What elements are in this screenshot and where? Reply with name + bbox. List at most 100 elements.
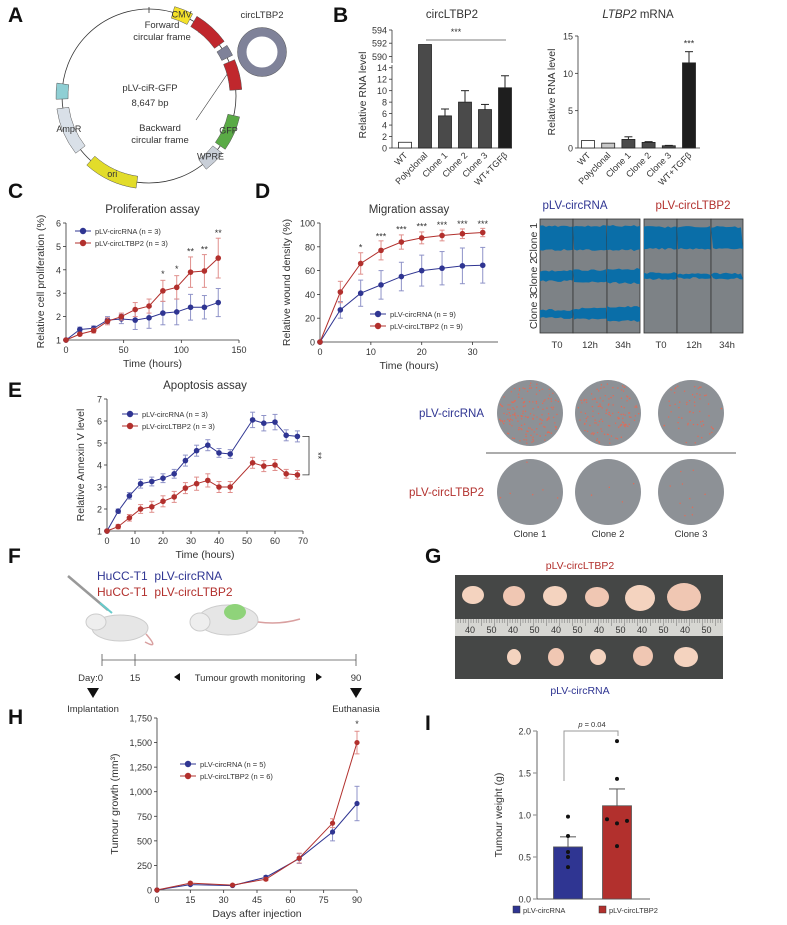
annexin-positive-cell: [532, 493, 534, 496]
wound-cell-band: [607, 225, 640, 251]
annexin-positive-cell: [599, 397, 601, 399]
annexin-positive-cell: [499, 420, 502, 422]
annexin-positive-cell: [596, 401, 598, 403]
annexin-positive-cell: [600, 384, 603, 386]
y-tick-label: 14: [377, 63, 387, 73]
annexin-positive-cell: [670, 411, 672, 413]
y-tick-label: 1: [97, 527, 102, 537]
y-tick-label: 500: [137, 836, 152, 846]
x-tick-label: 10: [366, 347, 376, 357]
y-tick-label: 250: [137, 861, 152, 871]
data-point: [229, 882, 236, 888]
annexin-positive-cell: [626, 400, 628, 402]
y-tick-label: 592: [372, 39, 387, 49]
annexin-positive-cell: [612, 412, 614, 415]
migration-group-label-circltbp2: pLV-circLTBP2: [656, 200, 731, 212]
annexin-positive-cell: [620, 436, 623, 438]
annexin-positive-cell: [550, 400, 553, 402]
well-row-label-circrna: pLV-circRNA: [419, 408, 484, 420]
annexin-positive-cell: [526, 430, 528, 432]
y-axis-label: Tumour weight (g): [493, 773, 505, 858]
y-axis-label: Relative wound density (%): [281, 219, 293, 346]
annexin-positive-cell: [696, 393, 698, 395]
data-point: [566, 865, 570, 870]
y-tick-label: 5: [568, 106, 573, 116]
data-point: [283, 471, 290, 477]
annexin-positive-cell: [693, 401, 696, 403]
annexin-positive-cell: [701, 425, 703, 427]
annexin-positive-cell: [521, 397, 523, 400]
annexin-positive-cell: [548, 388, 550, 390]
wound-cell-band: [573, 269, 607, 283]
bar: [478, 109, 492, 149]
panel-letter-g: G: [425, 545, 441, 568]
promoter-feature: [55, 82, 70, 100]
annexin-positive-cell: [606, 408, 608, 411]
data-point: [459, 263, 466, 269]
data-point: [439, 265, 445, 272]
annexin-positive-cell: [513, 400, 515, 403]
culture-well: [575, 380, 641, 446]
annexin-positive-cell: [550, 432, 553, 434]
annexin-positive-cell: [596, 438, 598, 440]
y-tick-label: 3: [97, 483, 102, 493]
annexin-positive-cell: [592, 398, 594, 401]
annexin-positive-cell: [512, 407, 514, 409]
mouse-head: [189, 612, 211, 632]
significance-marker: *: [359, 242, 363, 252]
annexin-positive-cell: [632, 482, 635, 485]
wpre-feature-label: WPRE: [197, 152, 224, 162]
b2-title: LTBP2 mRNA: [602, 9, 674, 21]
culture-well: [497, 459, 563, 525]
annexin-positive-cell: [673, 392, 676, 394]
annexin-positive-cell: [535, 402, 538, 404]
annexin-positive-cell: [636, 406, 638, 408]
panel-letter-a: A: [8, 4, 23, 27]
syringe-needle-icon: [99, 602, 113, 614]
y-tick-label: 80: [305, 242, 315, 252]
annexin-positive-cell: [526, 461, 528, 463]
annexin-positive-cell: [507, 408, 509, 410]
culture-well: [575, 459, 641, 525]
annexin-positive-cell: [524, 405, 526, 407]
annexin-positive-cell: [538, 423, 541, 425]
annexin-positive-cell: [511, 419, 514, 421]
significance-marker: **: [187, 247, 195, 257]
annexin-positive-cell: [618, 417, 620, 420]
annexin-positive-cell: [626, 395, 628, 397]
ruler-mark: 40: [465, 625, 475, 635]
y-tick-label: 6: [97, 417, 102, 427]
bar: [682, 62, 696, 149]
annexin-positive-cell: [531, 429, 533, 431]
annexin-positive-cell: [614, 422, 617, 424]
data-point: [625, 818, 629, 823]
annexin-positive-cell: [603, 433, 606, 436]
annexin-positive-cell: [533, 431, 535, 433]
x-tick-label: 30: [219, 895, 229, 905]
y-tick-label: 1,500: [129, 738, 152, 748]
annexin-positive-cell: [529, 384, 531, 387]
annexin-positive-cell: [546, 407, 548, 409]
bar: [398, 141, 412, 149]
x-tick-label: 0: [317, 347, 322, 357]
annexin-positive-cell: [691, 506, 694, 509]
annexin-positive-cell: [532, 401, 534, 403]
annexin-positive-cell: [526, 442, 528, 444]
annexin-positive-cell: [533, 414, 535, 416]
backward-frame-label-1: Backward: [139, 123, 181, 134]
annexin-positive-cell: [520, 418, 523, 420]
mouse-head: [85, 613, 107, 631]
ruler-mark: 50: [658, 625, 668, 635]
annexin-positive-cell: [585, 417, 588, 420]
annexin-positive-cell: [608, 411, 610, 414]
x-tick-label: 0: [63, 345, 68, 355]
ruler-mark: 40: [680, 625, 690, 635]
time-label-34h: 34h: [719, 340, 735, 351]
panel-letter-i: I: [425, 712, 431, 735]
data-point: [283, 432, 290, 439]
annexin-positive-cell: [507, 432, 510, 435]
chart-c-proliferation: 0 50 100 150 1 2 3 4 5 6 Proliferation assay Time (…: [35, 204, 247, 370]
annexin-positive-cell: [720, 407, 723, 410]
chart-title: Apoptosis assay: [163, 380, 247, 392]
annexin-positive-cell: [623, 406, 625, 409]
